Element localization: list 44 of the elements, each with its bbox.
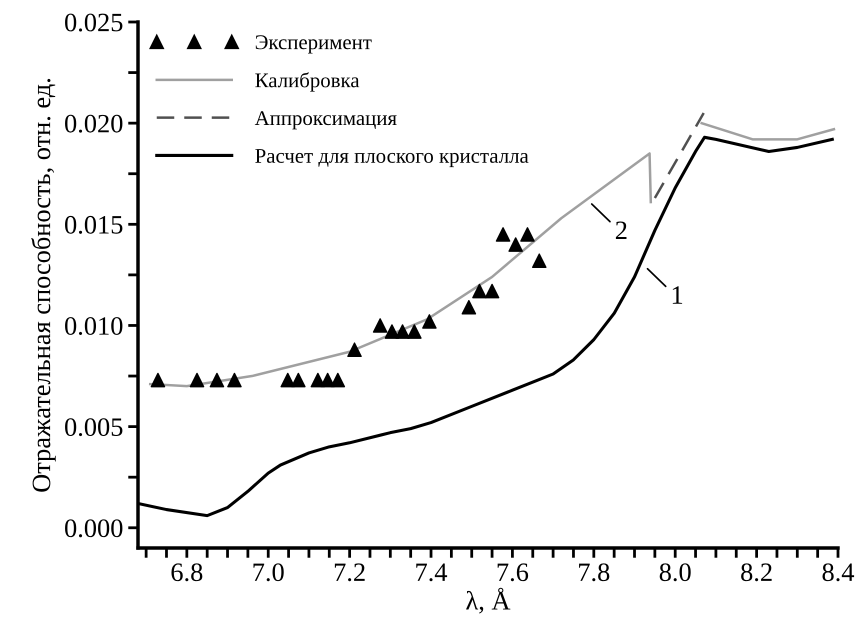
y-tick-label: 0.010 [65, 317, 122, 335]
x-tick-label: 8.4 [822, 563, 854, 582]
point [320, 372, 335, 388]
y-tick-label: 0.000 [65, 519, 122, 538]
legend-label: Аппроксимация [254, 111, 397, 130]
x-tick-label: 7.2 [334, 563, 365, 582]
legend-label: Расчет для плоского кристалла [255, 149, 528, 168]
point [520, 227, 535, 242]
point [407, 324, 422, 339]
point [190, 372, 204, 388]
point [291, 372, 306, 388]
x-tick-label: 8.0 [660, 563, 691, 582]
x-axis-title: λ, Å [466, 588, 510, 614]
x-tick-label: 7.0 [253, 563, 284, 582]
point [532, 253, 547, 268]
point [210, 372, 224, 388]
point [150, 372, 166, 388]
y-axis-title: Отражательная способность, отн. ед. [31, 78, 56, 492]
point [280, 372, 296, 388]
point [395, 324, 410, 339]
x-tick-label: 6.8 [171, 563, 202, 582]
legend-label: Калибровка [255, 72, 360, 92]
y-tick-label: 0.020 [65, 114, 122, 133]
x-tick-label: 7.8 [579, 563, 610, 582]
point [384, 324, 400, 339]
point [508, 237, 523, 252]
x-tick-label: 8.2 [741, 563, 772, 582]
point [372, 318, 388, 333]
point [227, 372, 242, 388]
point [422, 314, 437, 329]
point [484, 284, 500, 298]
y-tick-label: 0.025 [65, 14, 122, 32]
legend-label: Эксперимент [256, 35, 372, 54]
point [462, 300, 476, 315]
annotation: 2 [616, 221, 626, 239]
point [330, 372, 346, 388]
y-tick-label: 0.005 [65, 418, 122, 436]
point [472, 284, 487, 298]
point [347, 342, 362, 358]
x-tick-label: 7.6 [498, 563, 528, 582]
point [496, 227, 510, 242]
annotation: 1 [672, 286, 682, 304]
y-tick-label: 0.015 [65, 216, 122, 234]
x-tick-label: 7.4 [416, 564, 448, 582]
